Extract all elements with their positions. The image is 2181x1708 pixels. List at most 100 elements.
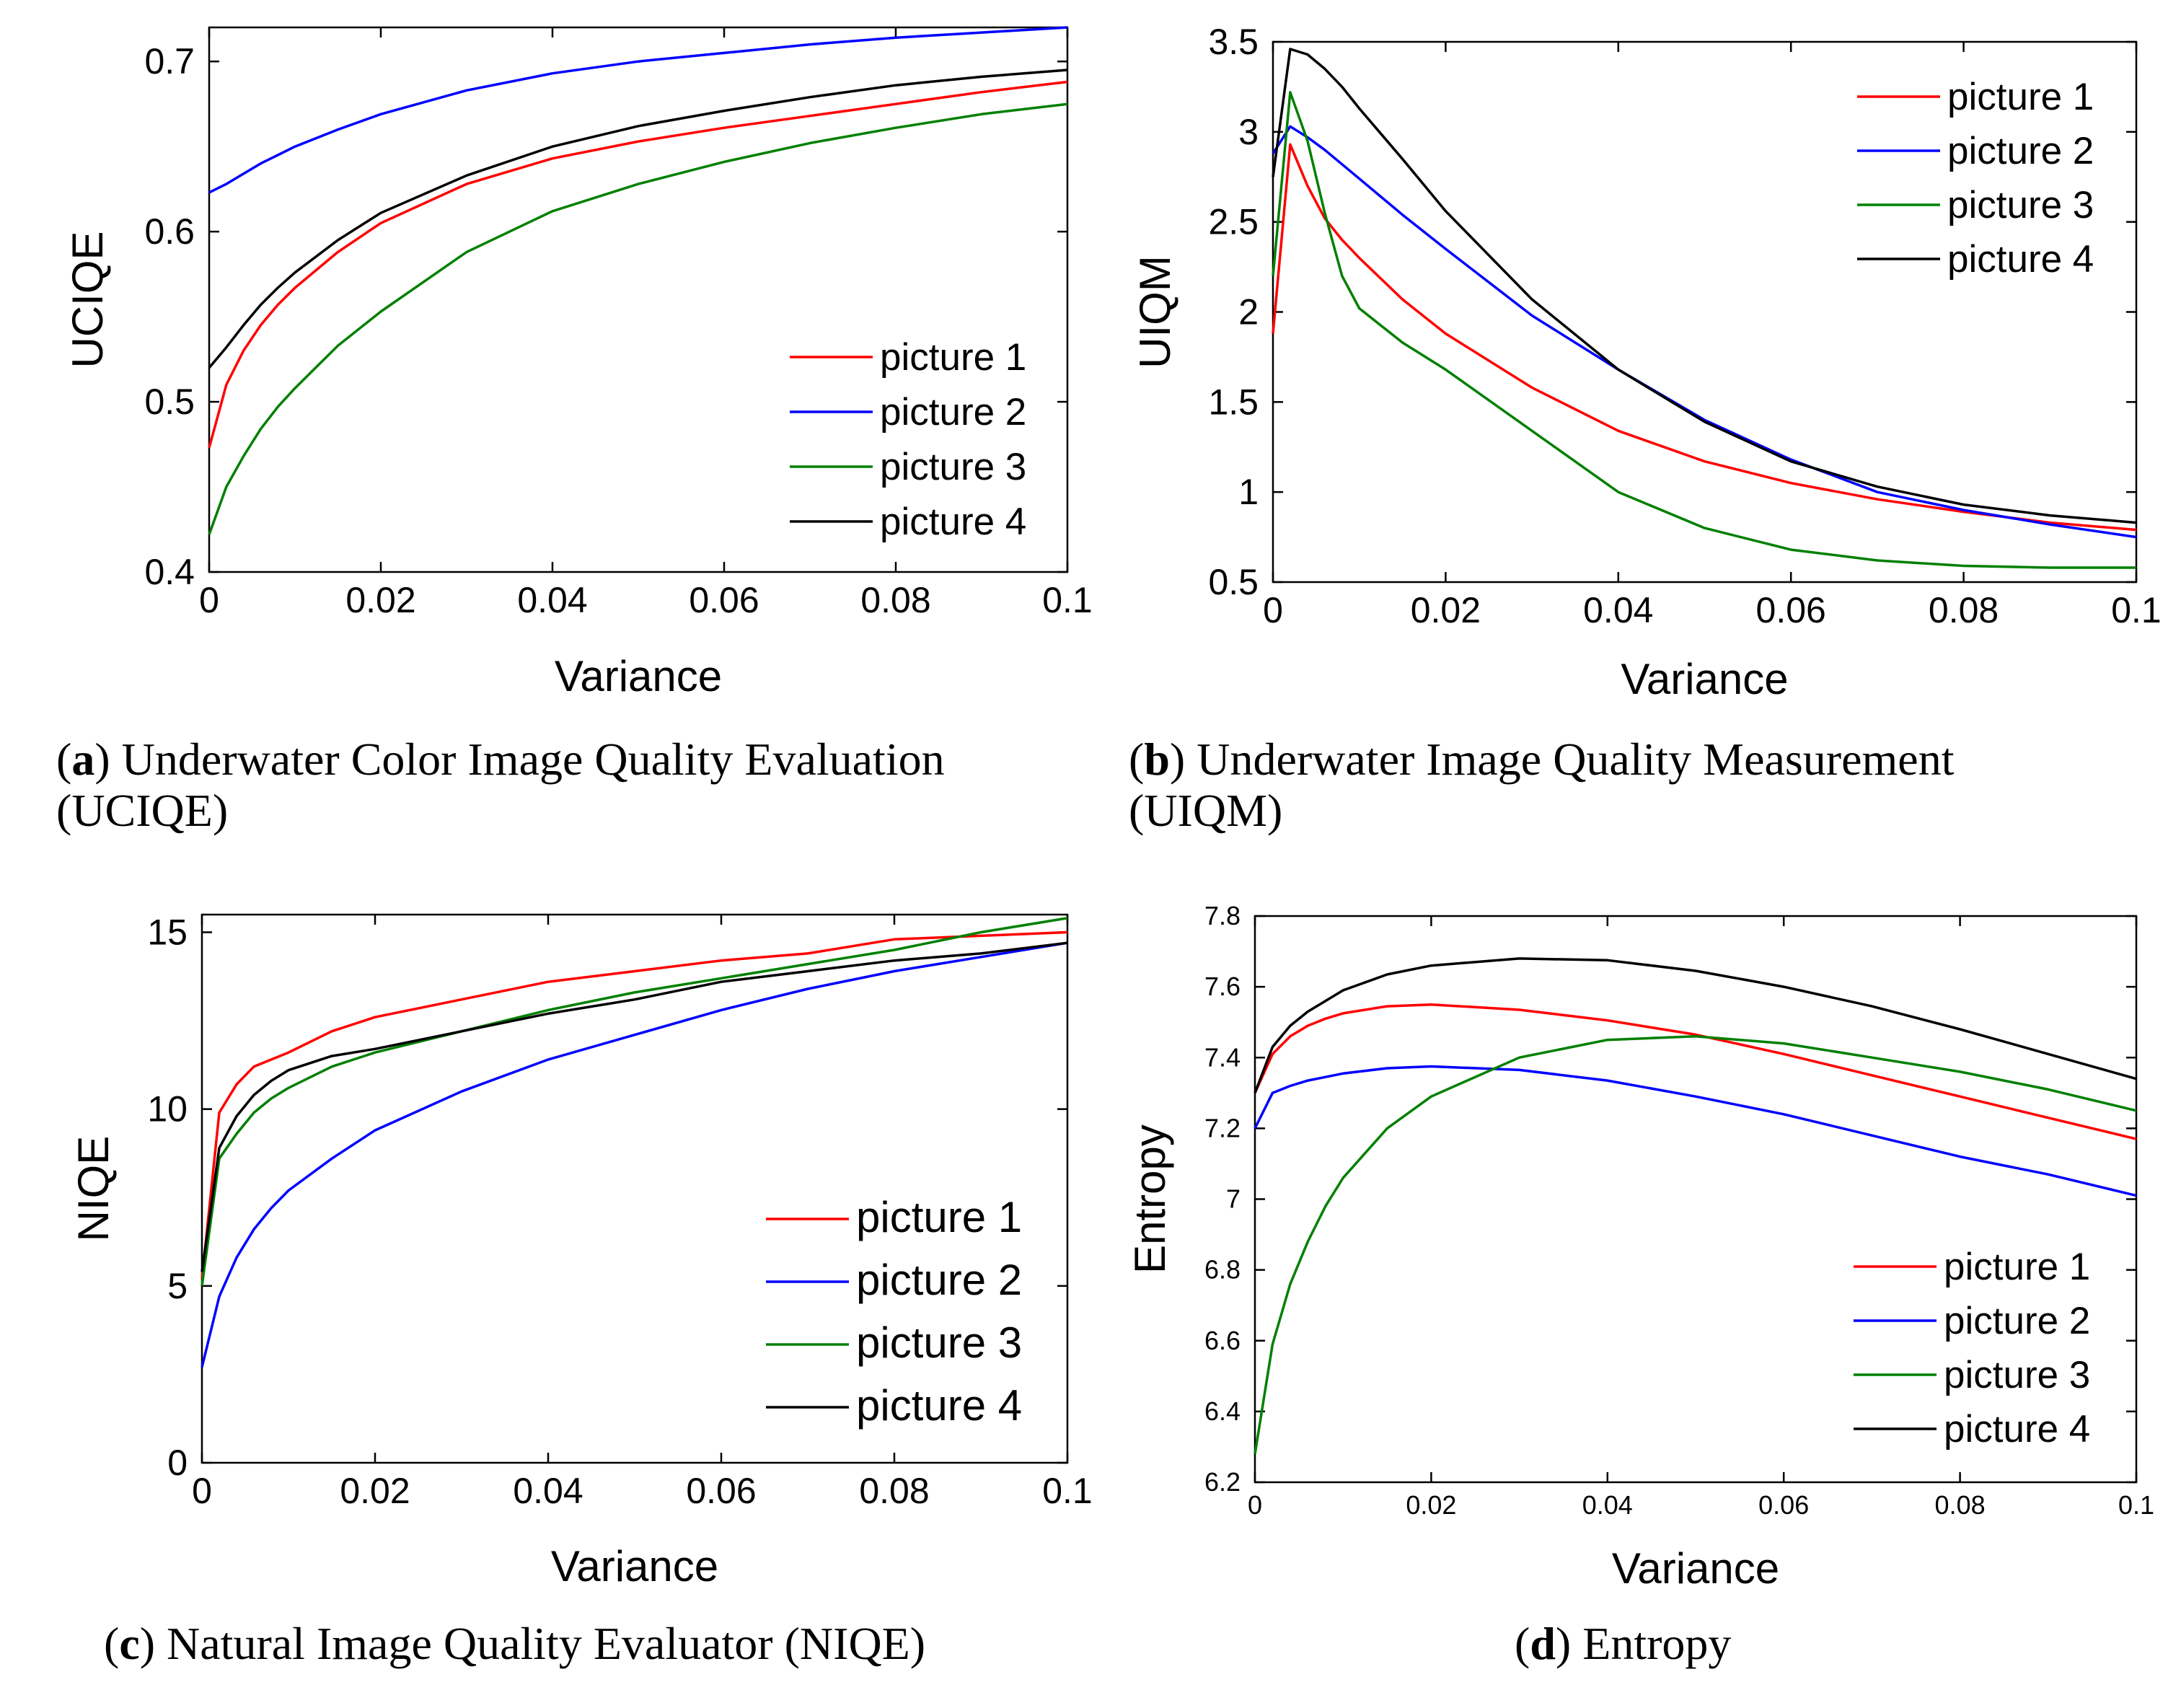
y-tick-label: 6.8 [1204,1255,1241,1285]
x-tick-label: 0.02 [1406,1490,1456,1520]
y-tick-label: 6.4 [1204,1396,1241,1426]
y-tick-label: 5 [167,1266,188,1306]
legend-label: picture 4 [880,501,1026,543]
y-axis-label: Entropy [1126,1124,1174,1274]
caption-letter: c [119,1618,139,1669]
x-tick-label: 0.1 [1042,1471,1093,1511]
series-line-picture-1 [1253,1003,2137,1140]
legend-label: picture 4 [1947,238,2094,281]
x-tick-label: 0.06 [689,580,759,620]
y-tick-label: 7 [1226,1184,1241,1214]
series-line-picture-4 [201,941,1068,1272]
series-line-picture-1 [201,930,1068,1280]
x-tick-label: 0.08 [1929,590,1999,630]
x-tick-label: 0.04 [517,580,587,620]
series-line-picture-4 [1272,48,2137,524]
y-axis-label: UCIQE [63,231,112,368]
x-tick-label: 0.06 [1758,1490,1809,1520]
series-line-picture-3 [201,917,1068,1287]
y-axis-label: NIQE [69,1136,118,1242]
x-tick-label: 0.04 [513,1471,583,1511]
legend-label: picture 3 [1944,1354,2090,1396]
y-tick-label: 1.5 [1208,382,1259,422]
panel-caption: (d) Entropy [1515,1618,1731,1669]
x-tick-label: 0.06 [686,1471,756,1511]
y-axis-label: UIQM [1131,255,1179,369]
x-tick-label: 0.04 [1582,1490,1633,1520]
legend-label: picture 2 [856,1256,1022,1304]
y-tick-label: 7.8 [1204,901,1241,930]
y-tick-label: 0.6 [144,211,195,252]
panel-c: 0 0.02 0.04 0.06 0.08 0.1 0 5 10 15 Variance NIQE pi… [69,912,1093,1669]
y-tick-label: 3.5 [1208,22,1259,62]
plot-area-frame [208,26,1069,573]
legend-label: picture 1 [1947,76,2094,118]
y-tick-label: 0 [167,1443,188,1483]
x-tick-label: 0.1 [2111,590,2162,630]
series-line-picture-1 [1272,143,2137,532]
legend-label: picture 4 [1944,1408,2090,1451]
panel-caption: (c) Natural Image Quality Evaluator (NIQ… [104,1618,925,1669]
plot-area-frame [1272,40,2138,584]
x-tick-label: 0.02 [1411,590,1481,630]
x-tick-label: 0 [1248,1490,1262,1520]
y-tick-label: 7.6 [1204,972,1241,1001]
series-line-picture-3 [1272,91,2136,569]
y-tick-label: 0.7 [144,41,195,82]
legend-label: picture 2 [1944,1300,2090,1342]
x-tick-label: 0 [192,1471,212,1511]
plot-area-frame [1253,915,2138,1484]
y-tick-label: 0.5 [144,382,195,422]
y-tick-label: 6.6 [1204,1326,1241,1355]
x-axis-label: Variance [1621,655,1788,703]
legend-label: picture 2 [880,391,1026,433]
x-axis-label: Variance [1612,1544,1779,1593]
series-line-picture-1 [208,80,1068,449]
x-tick-label: 0 [1263,590,1283,630]
x-tick-label: 0.08 [1935,1490,1986,1520]
legend-label: picture 4 [856,1381,1022,1430]
x-axis-label: Variance [555,652,722,700]
y-tick-label: 0.4 [144,552,195,592]
y-tick-label: 7.2 [1204,1113,1241,1143]
series-line-picture-2 [1253,1065,2137,1197]
y-tick-label: 2 [1238,292,1259,333]
y-tick-label: 15 [147,912,188,953]
legend-label: picture 3 [856,1319,1022,1367]
series-line-picture-2 [208,26,1068,194]
panel-b: 0 0.02 0.04 0.06 0.08 0.1 0.5 1 1.5 2 2.5 3 3.5 Varia… [1129,22,2162,836]
y-tick-label: 6.2 [1204,1467,1241,1497]
x-tick-label: 0.04 [1583,590,1653,630]
x-tick-label: 0.08 [859,1471,929,1511]
series-line-picture-2 [201,941,1068,1368]
series-line-picture-4 [1253,957,2137,1093]
legend-label: picture 1 [1944,1246,2090,1288]
y-tick-label: 2.5 [1208,202,1259,242]
series-line-picture-2 [1272,125,2137,539]
panel-caption: (b) Underwater Image Quality Measurement [1129,734,1955,785]
panel-caption-line2: (UIQM) [1129,785,1282,836]
x-tick-label: 0.02 [340,1471,410,1511]
y-tick-label: 10 [147,1089,188,1130]
y-tick-label: 7.4 [1204,1042,1241,1072]
series-line-picture-3 [1253,1035,2137,1455]
x-tick-label: 0.1 [2118,1490,2154,1520]
caption-letter: d [1530,1618,1556,1669]
legend-label: picture 3 [880,446,1026,488]
caption-letter: b [1144,734,1170,785]
x-tick-label: 0.06 [1756,590,1826,630]
x-tick-label: 0 [199,580,219,620]
x-tick-label: 0.02 [345,580,415,620]
legend-label: picture 3 [1947,184,2094,226]
y-tick-label: 1 [1238,472,1259,512]
legend-label: picture 1 [880,336,1026,379]
y-tick-label: 3 [1238,112,1259,152]
legend-label: picture 1 [856,1193,1022,1241]
legend-label: picture 2 [1947,130,2094,172]
panel-caption-line2: (UCIQE) [56,785,228,836]
x-tick-label: 0.1 [1042,580,1093,620]
panel-a: 0 0.02 0.04 0.06 0.08 0.1 0.4 0.5 0.6 0.7 Variance… [56,26,1093,836]
plot-area-frame [201,913,1069,1464]
x-axis-label: Variance [551,1542,718,1590]
